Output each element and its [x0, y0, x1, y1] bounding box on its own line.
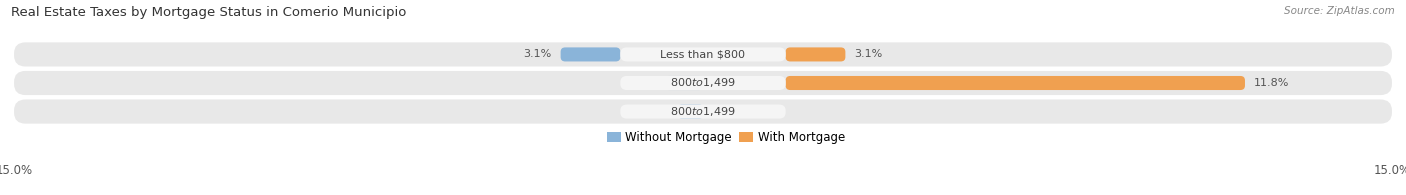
FancyBboxPatch shape — [620, 47, 786, 61]
FancyBboxPatch shape — [14, 99, 1392, 124]
FancyBboxPatch shape — [678, 105, 703, 119]
FancyBboxPatch shape — [561, 47, 620, 61]
Text: 0.0%: 0.0% — [713, 106, 741, 117]
FancyBboxPatch shape — [620, 105, 786, 119]
FancyBboxPatch shape — [786, 76, 1244, 90]
Legend: Without Mortgage, With Mortgage: Without Mortgage, With Mortgage — [606, 131, 845, 144]
Text: 0.54%: 0.54% — [634, 106, 669, 117]
Text: Source: ZipAtlas.com: Source: ZipAtlas.com — [1284, 6, 1395, 16]
Text: $800 to $1,499: $800 to $1,499 — [671, 105, 735, 118]
FancyBboxPatch shape — [14, 71, 1392, 95]
Text: 3.1%: 3.1% — [523, 50, 551, 59]
FancyBboxPatch shape — [786, 47, 845, 61]
Text: 3.1%: 3.1% — [855, 50, 883, 59]
Text: 0.82%: 0.82% — [620, 78, 657, 88]
FancyBboxPatch shape — [620, 76, 786, 90]
Text: 11.8%: 11.8% — [1254, 78, 1289, 88]
Text: Less than $800: Less than $800 — [661, 50, 745, 59]
FancyBboxPatch shape — [14, 42, 1392, 66]
FancyBboxPatch shape — [665, 76, 703, 90]
Text: Real Estate Taxes by Mortgage Status in Comerio Municipio: Real Estate Taxes by Mortgage Status in … — [11, 6, 406, 19]
Text: $800 to $1,499: $800 to $1,499 — [671, 76, 735, 90]
